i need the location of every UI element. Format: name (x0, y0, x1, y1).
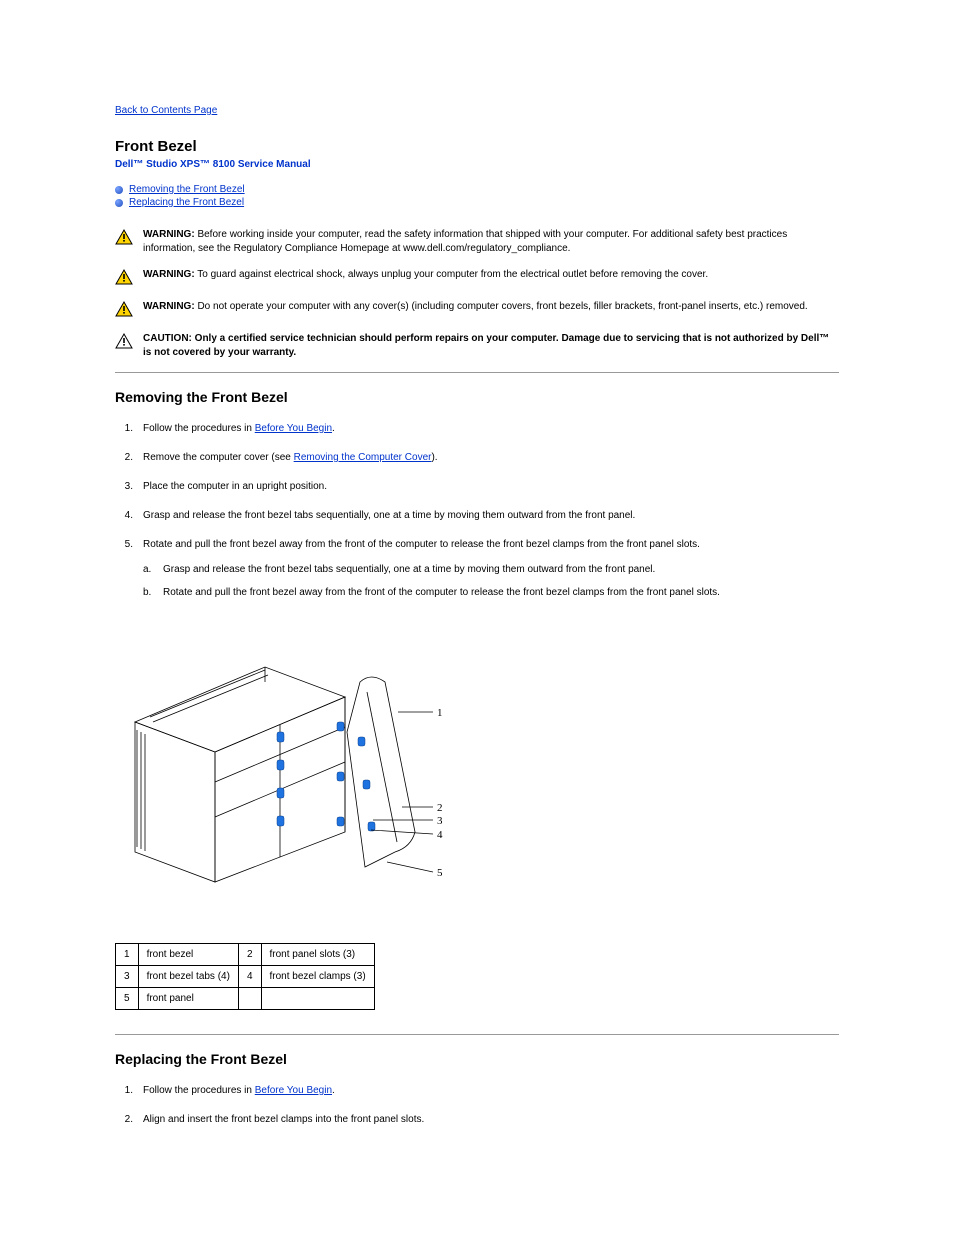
step-number: 4. (115, 508, 133, 523)
step-text: Grasp and release the front bezel tabs s… (143, 508, 839, 523)
toc-link-removing[interactable]: Removing the Front Bezel (129, 184, 245, 195)
removing-cover-link[interactable]: Removing the Computer Cover (294, 452, 432, 463)
step: 3. Place the computer in an upright posi… (115, 479, 839, 494)
notice-text: WARNING: To guard against electrical sho… (143, 268, 839, 282)
callout-5: 5 (437, 867, 443, 879)
notices-block: WARNING: Before working inside your comp… (115, 228, 839, 360)
legend-label (261, 988, 374, 1010)
page-title: Front Bezel (115, 138, 839, 155)
replacing-steps: 1. Follow the procedures in Before You B… (115, 1083, 839, 1127)
table-of-contents: Removing the Front Bezel Replacing the F… (115, 184, 839, 208)
step: 4. Grasp and release the front bezel tab… (115, 508, 839, 523)
notice-body: Only a certified service technician shou… (143, 333, 829, 358)
substep-text: Rotate and pull the front bezel away fro… (163, 585, 720, 600)
divider (115, 372, 839, 373)
front-bezel-diagram: 1 2 3 4 5 (115, 622, 839, 925)
notice-text: CAUTION: Only a certified service techni… (143, 332, 839, 360)
callout-2: 2 (437, 802, 443, 814)
notice-lead: CAUTION: (143, 333, 192, 344)
step: 1. Follow the procedures in Before You B… (115, 1083, 839, 1098)
legend-label: front panel slots (3) (261, 944, 374, 966)
table-row: 3 front bezel tabs (4) 4 front bezel cla… (116, 966, 375, 988)
step-text-post: . (332, 1085, 335, 1096)
warning-notice: WARNING: Do not operate your computer wi… (115, 300, 839, 320)
substep: b. Rotate and pull the front bezel away … (143, 585, 839, 600)
legend-label: front bezel (138, 944, 238, 966)
manual-title: Dell™ Studio XPS™ 8100 Service Manual (115, 159, 839, 170)
divider (115, 1034, 839, 1035)
removing-heading: Removing the Front Bezel (115, 389, 839, 405)
legend-num (238, 988, 261, 1010)
substep-letter: b. (143, 585, 157, 600)
bullet-icon (115, 186, 123, 194)
legend-num: 4 (238, 966, 261, 988)
legend-num: 3 (116, 966, 139, 988)
step-number: 1. (115, 421, 133, 436)
table-row: 5 front panel (116, 988, 375, 1010)
legend-label: front panel (138, 988, 238, 1010)
notice-body: Before working inside your computer, rea… (143, 229, 787, 254)
step-text: Rotate and pull the front bezel away fro… (143, 539, 700, 550)
substep-text: Grasp and release the front bezel tabs s… (163, 562, 655, 577)
notice-text: WARNING: Do not operate your computer wi… (143, 300, 839, 314)
notice-text: WARNING: Before working inside your comp… (143, 228, 839, 256)
step: 1. Follow the procedures in Before You B… (115, 421, 839, 436)
back-to-contents-link[interactable]: Back to Contents Page (115, 105, 217, 116)
toc-link-replacing[interactable]: Replacing the Front Bezel (129, 197, 244, 208)
before-you-begin-link[interactable]: Before You Begin (255, 423, 332, 434)
step-text-post: . (332, 423, 335, 434)
notice-lead: WARNING: (143, 229, 195, 240)
warning-icon (115, 269, 133, 288)
bullet-icon (115, 199, 123, 207)
legend-label: front bezel clamps (3) (261, 966, 374, 988)
step-number: 1. (115, 1083, 133, 1098)
before-you-begin-link[interactable]: Before You Begin (255, 1085, 332, 1096)
toc-item: Replacing the Front Bezel (115, 197, 839, 208)
step: 2. Remove the computer cover (see Removi… (115, 450, 839, 465)
step-number: 3. (115, 479, 133, 494)
replacing-heading: Replacing the Front Bezel (115, 1051, 839, 1067)
step-text: Follow the procedures in (143, 423, 255, 434)
callout-1: 1 (437, 707, 443, 719)
step-text-post: ). (431, 452, 437, 463)
caution-icon (115, 333, 133, 352)
substep: a. Grasp and release the front bezel tab… (143, 562, 839, 577)
notice-body: Do not operate your computer with any co… (197, 301, 807, 312)
callout-3: 3 (437, 815, 443, 827)
legend-num: 5 (116, 988, 139, 1010)
step-number: 5. (115, 537, 133, 608)
step-text: Align and insert the front bezel clamps … (143, 1112, 839, 1127)
warning-icon (115, 301, 133, 320)
callout-4: 4 (437, 829, 443, 841)
removing-steps: 1. Follow the procedures in Before You B… (115, 421, 839, 608)
legend-table: 1 front bezel 2 front panel slots (3) 3 … (115, 943, 375, 1010)
step-number: 2. (115, 450, 133, 465)
legend-num: 2 (238, 944, 261, 966)
warning-icon (115, 229, 133, 248)
notice-body: To guard against electrical shock, alway… (197, 269, 708, 280)
notice-lead: WARNING: (143, 301, 195, 312)
step-text: Place the computer in an upright positio… (143, 479, 839, 494)
substep-letter: a. (143, 562, 157, 577)
step-text: Follow the procedures in (143, 1085, 255, 1096)
step-number: 2. (115, 1112, 133, 1127)
step: 5. Rotate and pull the front bezel away … (115, 537, 839, 608)
notice-lead: WARNING: (143, 269, 195, 280)
warning-notice: WARNING: To guard against electrical sho… (115, 268, 839, 288)
toc-item: Removing the Front Bezel (115, 184, 839, 195)
legend-num: 1 (116, 944, 139, 966)
step: 2. Align and insert the front bezel clam… (115, 1112, 839, 1127)
table-row: 1 front bezel 2 front panel slots (3) (116, 944, 375, 966)
legend-label: front bezel tabs (4) (138, 966, 238, 988)
step-text: Remove the computer cover (see (143, 452, 294, 463)
warning-notice: WARNING: Before working inside your comp… (115, 228, 839, 256)
caution-notice: CAUTION: Only a certified service techni… (115, 332, 839, 360)
